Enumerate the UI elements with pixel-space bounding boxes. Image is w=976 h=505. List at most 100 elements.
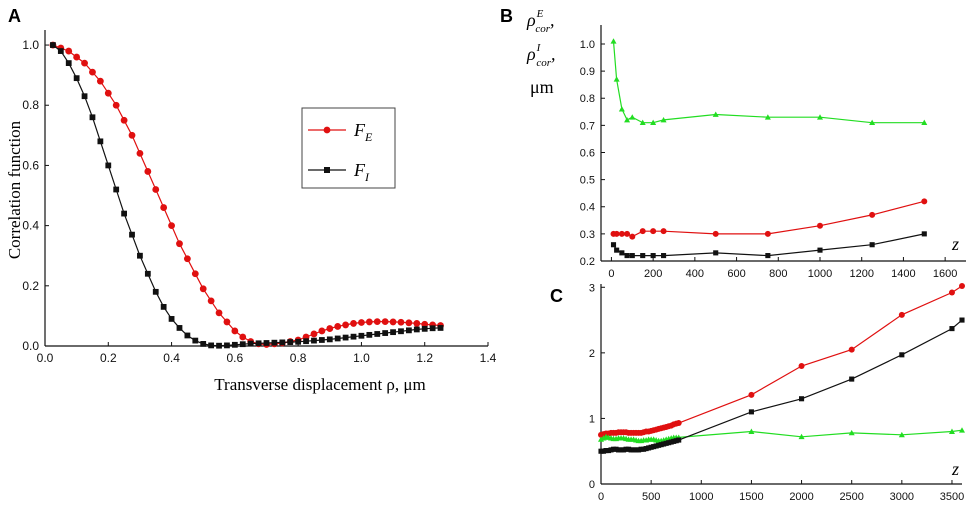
panel-c-point-green (848, 429, 855, 436)
panel-a-point-f-i (318, 337, 325, 343)
panel-a-point-f-e (223, 318, 231, 326)
panel-a-xtick-label: 1.0 (353, 351, 370, 365)
panel-a-point-f-i (398, 328, 404, 335)
panel-b-point-black (624, 253, 630, 259)
panel-b-xtick-label: 1600 (933, 268, 957, 280)
panel-a-xlabel: Transverse displacement ρ, μm (214, 375, 426, 394)
panel-b-point-red (629, 233, 636, 240)
panel-a-point-f-e (65, 47, 73, 55)
panel-c-point-red (675, 420, 682, 427)
panel-a-ytick-label: 1.0 (22, 38, 39, 52)
panel-b-y-ticks: 0.2 0.3 0.4 0.5 0.6 0.7 0.8 0.9 1.0 (580, 39, 605, 268)
panel-a-point-f-e (81, 59, 88, 67)
panel-a-point-f-i (81, 93, 88, 100)
panel-a-point-f-e (389, 318, 397, 326)
panel-b-point-black (614, 247, 620, 253)
panel-c-series (598, 282, 965, 454)
panel-a-x-ticks: 0.0 0.2 0.4 0.6 0.8 1.0 1.2 1.4 (37, 342, 497, 365)
legend: FE FI (301, 107, 396, 189)
panel-b-point-green (629, 114, 636, 120)
panel-a-xtick-label: 0.0 (37, 351, 54, 365)
panel-a-point-f-e (318, 327, 326, 335)
panel-c-point-green (959, 427, 965, 433)
panel-b-point-black (765, 253, 771, 259)
panel-a-xtick-label: 0.4 (163, 351, 180, 365)
panel-a-point-f-i (390, 329, 396, 336)
panel-a-point-f-i (374, 331, 381, 337)
panel-c-point-black (849, 376, 855, 382)
panel-a-xtick-label: 0.8 (290, 351, 307, 365)
panel-a-point-f-e (310, 330, 318, 338)
panel-c-xtick-label: 0 (598, 491, 604, 503)
panel-a-point-f-e (381, 318, 389, 326)
panel-c-point-green (898, 431, 905, 438)
panel-a-xtick-label: 0.2 (100, 351, 117, 365)
panel-c-point-red (898, 311, 905, 318)
panel-c-line-red (600, 285, 963, 436)
panel-a-point-f-i (57, 48, 64, 54)
panel-a-point-f-i (137, 252, 143, 259)
panel-a-point-f-i (65, 60, 72, 66)
panel-c-point-green (798, 433, 805, 440)
panel-a-point-f-i (239, 341, 246, 348)
panel-a-point-f-e (373, 318, 381, 326)
panel-b-point-green (764, 114, 771, 120)
panel-b-ytick-label: 0.4 (580, 202, 595, 214)
panel-c-point-black (949, 326, 955, 332)
panel-a-point-f-i (216, 342, 222, 349)
ylabel-rho-e: ρE cor, (526, 8, 555, 35)
panel-a-point-f-i (184, 332, 191, 339)
panel-c-xtick-label: 3000 (890, 491, 914, 503)
panel-c-point-red (748, 391, 755, 398)
panel-a-point-f-i (200, 341, 207, 347)
panel-b-xtick-label: 1200 (849, 268, 873, 280)
panel-c-xtick-label: 1000 (689, 491, 713, 503)
panel-b-point-black (921, 231, 927, 237)
panel-c-x-ticks: 0 500 1000 1500 2000 2500 3000 3500 (598, 480, 964, 503)
panel-a-point-f-i (263, 340, 270, 346)
panel-a-point-f-e (358, 319, 365, 326)
panel-a-point-f-e (152, 186, 160, 193)
panel-b-point-red (921, 198, 928, 205)
ylabel-rho-i: ρI cor, (526, 42, 555, 69)
panel-a-point-f-i (121, 210, 127, 217)
panel-a-point-f-i (50, 42, 56, 48)
panel-b-point-black (713, 250, 719, 256)
panel-a-point-f-e (183, 255, 191, 263)
panel-c-point-black (799, 396, 805, 402)
panel-c-ytick-label: 1 (589, 413, 595, 425)
panel-b-point-green (817, 114, 823, 120)
panel-a-point-f-i (73, 75, 80, 82)
panel-a-point-f-i (279, 339, 286, 346)
panel-b-xtick-label: 0 (608, 268, 614, 280)
panel-a-point-f-e (191, 270, 199, 278)
panel-a-point-f-e (350, 320, 357, 327)
panel-b-point-green (613, 76, 620, 82)
panel-a-ytick-label: 0.0 (22, 339, 39, 353)
panel-a-ytick-label: 0.8 (22, 98, 39, 112)
panel-a-ylabel: Correlation function (5, 120, 24, 259)
panel-a-point-f-i (168, 316, 175, 322)
panel-a-point-f-e (334, 323, 342, 330)
panel-b-ytick-label: 0.9 (580, 66, 595, 78)
panel-b-ytick-label: 0.6 (580, 147, 595, 159)
panel-a-point-f-e (136, 149, 144, 157)
panel-b: B ρE cor, ρI cor, μm 0 200 400 600 800 1000 1200… (500, 6, 966, 280)
panel-a-point-f-e (365, 318, 373, 326)
legend-box (301, 107, 396, 189)
panel-c-xtick-label: 2500 (839, 491, 863, 503)
panel-a-xtick-label: 0.6 (227, 351, 244, 365)
legend-label-fi-base: F (353, 160, 366, 180)
panel-b-xtick-label: 1000 (808, 268, 832, 280)
panel-b-point-red (764, 230, 771, 237)
panel-a: A 0.0 0.2 0.4 0.6 0.8 1.0 1.2 1.4 0.00.20.40.60… (5, 6, 497, 394)
panel-a-ytick-label: 0.6 (22, 158, 39, 172)
panel-c-point-red (848, 346, 855, 353)
panel-a-point-f-e (231, 327, 239, 335)
panel-b-point-red (618, 230, 625, 237)
panel-b-ytick-label: 1.0 (580, 39, 595, 51)
panel-a-point-f-e (73, 53, 81, 61)
panel-a-point-f-i (113, 186, 120, 193)
panel-c-xtick-label: 1500 (739, 491, 763, 503)
